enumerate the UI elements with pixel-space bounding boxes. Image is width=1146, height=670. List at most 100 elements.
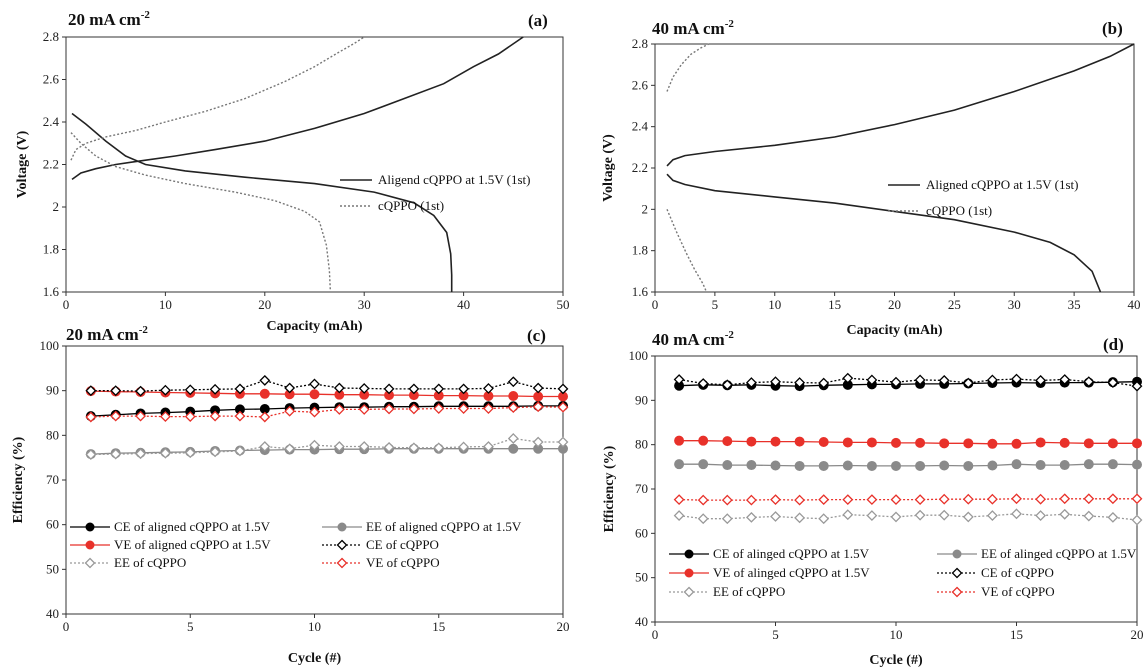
y-tick-label: 2 xyxy=(53,199,60,214)
data-point xyxy=(914,509,926,521)
data-point xyxy=(1132,438,1142,449)
panel-label: (d) xyxy=(1103,335,1124,354)
legend-marker xyxy=(684,568,694,578)
legend-label: EE of aligned cQPPO at 1.5V xyxy=(366,519,522,534)
data-point xyxy=(1011,438,1022,449)
chart-title: 40 mA cm-2 xyxy=(652,329,734,349)
data-point xyxy=(721,513,733,525)
y-tick-label: 1.8 xyxy=(43,242,59,257)
series-line-2-charge xyxy=(70,36,365,161)
y-tick-label: 70 xyxy=(46,472,59,487)
y-tick-label: 1.8 xyxy=(632,243,648,258)
data-point xyxy=(721,379,733,391)
legend-label: CE of alinged cQPPO at 1.5V xyxy=(713,546,870,561)
y-tick-label: 1.6 xyxy=(43,284,60,299)
legend-marker xyxy=(337,522,347,532)
data-point xyxy=(770,494,781,506)
legend-label: EE of alinged cQPPO at 1.5V xyxy=(981,546,1137,561)
legend-label: CE of aligned cQPPO at 1.5V xyxy=(114,519,271,534)
data-point xyxy=(770,511,781,522)
data-point xyxy=(1131,380,1143,392)
legend-label: VE of cQPPO xyxy=(981,584,1055,599)
data-point xyxy=(358,441,370,452)
x-tick-label: 20 xyxy=(888,297,901,312)
legend-marker xyxy=(683,586,695,598)
y-tick-label: 80 xyxy=(635,437,648,452)
chart-panel-a: 0 10 20 30 40 50 1.6 1.8 2 2.2 2.4 2.6 2.8 Capacity (… xyxy=(15,9,570,334)
data-point xyxy=(1011,508,1022,520)
y-tick-label: 2.2 xyxy=(632,160,648,175)
data-point xyxy=(309,439,320,451)
data-point xyxy=(508,443,519,454)
y-tick-label: 2.4 xyxy=(43,114,60,129)
data-point xyxy=(234,445,246,457)
chart-panel-b: 0 5 10 15 20 25 30 35 40 1.6 1.8 2 2.2 2.4 2.6 2.8 Capac… xyxy=(601,18,1141,338)
data-point xyxy=(939,438,950,449)
data-point xyxy=(1083,459,1094,470)
x-tick-label: 20 xyxy=(258,297,271,312)
data-point xyxy=(890,376,902,388)
legend-marker xyxy=(951,567,963,579)
y-tick-label: 2.4 xyxy=(632,119,649,134)
data-point xyxy=(963,460,974,471)
data-point xyxy=(722,460,733,471)
x-tick-label: 5 xyxy=(187,619,194,634)
data-point xyxy=(1059,460,1070,471)
x-tick-label: 15 xyxy=(432,619,445,634)
data-point xyxy=(483,383,494,394)
data-point xyxy=(1035,510,1047,522)
data-point xyxy=(358,404,370,415)
data-point xyxy=(745,511,757,523)
data-point xyxy=(1083,493,1095,505)
data-point xyxy=(234,383,246,395)
data-point xyxy=(794,512,806,524)
data-point xyxy=(794,494,806,506)
legend-label: EE of cQPPO xyxy=(114,555,186,570)
data-point xyxy=(770,460,781,471)
data-point xyxy=(532,401,544,413)
data-point xyxy=(209,383,221,395)
legend-marker xyxy=(951,586,963,598)
data-point xyxy=(1035,437,1046,448)
y-tick-label: 2.6 xyxy=(632,77,649,92)
data-point xyxy=(259,374,271,386)
data-point xyxy=(673,494,685,506)
data-point xyxy=(794,377,806,389)
x-tick-label: 40 xyxy=(1128,297,1141,312)
data-point xyxy=(333,404,345,415)
data-point xyxy=(818,437,829,448)
legend-marker xyxy=(336,557,348,569)
data-point xyxy=(915,437,926,448)
data-point xyxy=(938,374,950,386)
data-point xyxy=(309,406,320,418)
x-tick-label: 25 xyxy=(948,297,961,312)
y-tick-label: 60 xyxy=(46,517,59,532)
x-tick-label: 30 xyxy=(1008,297,1021,312)
data-point xyxy=(309,378,320,390)
x-axis-label: Capacity (mAh) xyxy=(846,323,942,338)
y-tick-label: 70 xyxy=(635,481,648,496)
data-point xyxy=(135,448,146,460)
data-point xyxy=(698,435,709,446)
data-point xyxy=(483,403,494,414)
data-point xyxy=(674,435,685,446)
data-point xyxy=(818,377,830,389)
y-tick-label: 100 xyxy=(40,338,60,353)
data-point xyxy=(1035,493,1047,505)
data-point xyxy=(1107,377,1119,389)
data-point xyxy=(770,436,781,447)
legend-marker xyxy=(85,522,95,532)
data-point xyxy=(986,493,998,505)
x-tick-label: 10 xyxy=(159,297,172,312)
data-point xyxy=(1083,438,1094,449)
legend-label: VE of cQPPO xyxy=(366,555,440,570)
data-point xyxy=(159,447,171,459)
data-point xyxy=(284,382,296,394)
data-point xyxy=(159,384,171,396)
y-tick-label: 40 xyxy=(46,606,59,621)
data-point xyxy=(1035,374,1047,386)
data-point xyxy=(962,493,974,505)
plot-frame xyxy=(654,355,1138,623)
legend-label: CE of cQPPO xyxy=(366,537,439,552)
